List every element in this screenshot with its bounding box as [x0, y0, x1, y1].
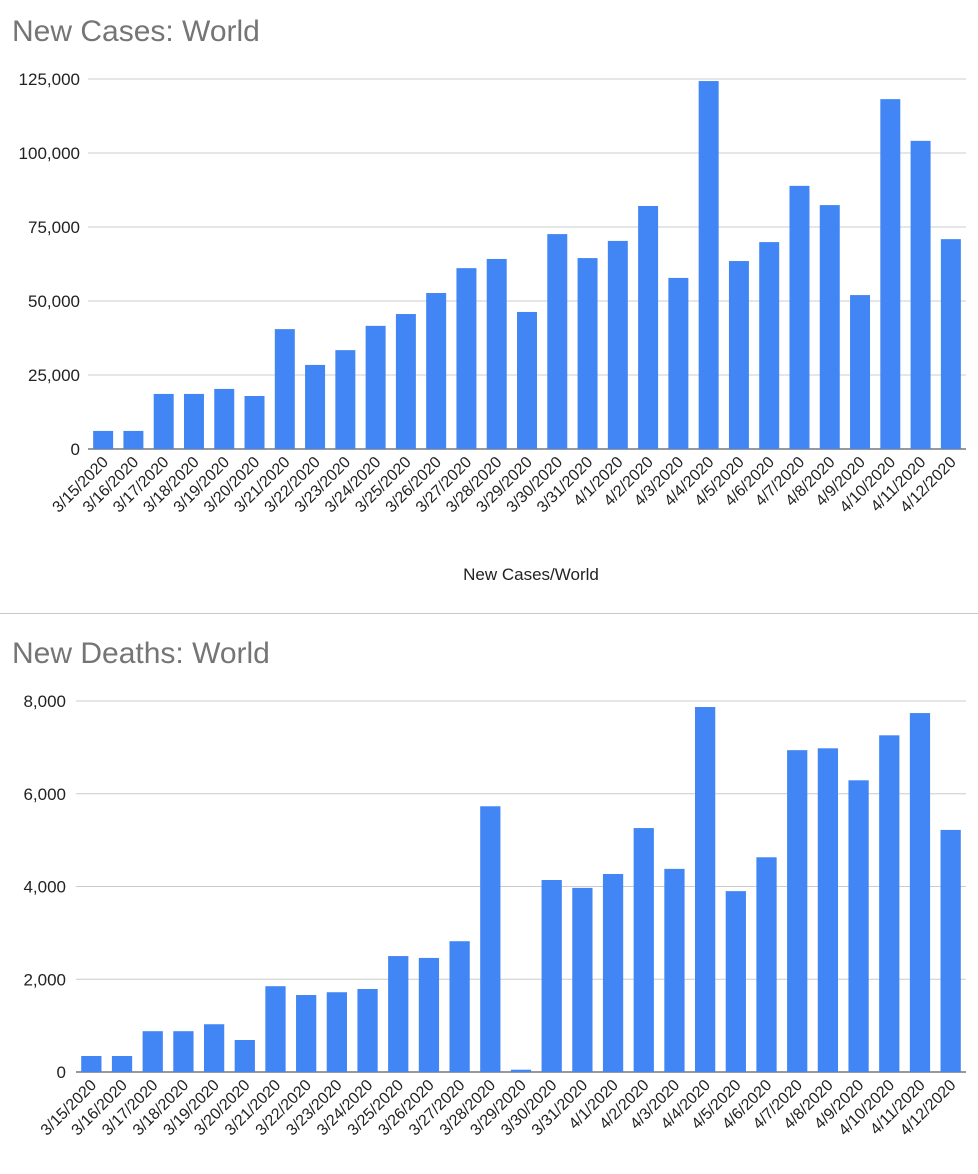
bar: [572, 887, 593, 1072]
bar: [698, 81, 719, 450]
bar: [265, 986, 286, 1072]
bar: [695, 707, 716, 1072]
bar: [335, 350, 356, 449]
bar: [848, 780, 869, 1072]
bar: [817, 748, 839, 1072]
bar: [517, 311, 537, 449]
bar: [395, 314, 416, 449]
bar: [418, 957, 440, 1072]
bar: [357, 988, 378, 1072]
bar: [326, 992, 347, 1072]
bar: [510, 1069, 532, 1072]
y-tick-label: 6,000: [23, 785, 66, 804]
y-tick-label: 125,000: [19, 70, 80, 89]
bar: [850, 295, 871, 449]
bar: [547, 234, 568, 449]
new-cases-chart: New Cases: World New Cases/World 0 25,000…: [12, 15, 966, 584]
bar: [940, 239, 961, 449]
bar: [633, 828, 654, 1072]
y-tick-label: 25,000: [28, 366, 80, 385]
y-tick-label: 0: [71, 440, 80, 459]
bar: [456, 268, 477, 449]
y-tick-label: 2,000: [23, 970, 66, 989]
new-deaths-chart: New Deaths: World 02,0004,0006,0008,0003…: [12, 637, 966, 1139]
bar: [388, 956, 409, 1072]
y-tick-label: 0: [57, 1063, 66, 1082]
bar: [787, 750, 808, 1072]
bar: [203, 1024, 225, 1072]
y-tick-label: 100,000: [19, 144, 80, 163]
bar: [819, 205, 840, 449]
bar: [940, 829, 961, 1072]
bar: [244, 396, 265, 449]
bar: [910, 140, 931, 449]
y-tick-label: 50,000: [28, 292, 80, 311]
bar: [449, 941, 470, 1072]
bar: [153, 393, 174, 449]
bar: [93, 430, 114, 449]
bar: [728, 261, 749, 449]
bar: [81, 1056, 102, 1072]
y-tick-label: 8,000: [23, 692, 66, 711]
bar: [756, 857, 777, 1072]
bar: [541, 880, 562, 1072]
bar: [296, 995, 317, 1072]
bar: [365, 325, 386, 449]
bar: [426, 293, 447, 449]
bar: [173, 1031, 194, 1072]
y-tick-label: 4,000: [23, 878, 66, 897]
bar: [638, 205, 659, 449]
chart-title: New Cases: World: [12, 15, 260, 48]
bar: [577, 258, 598, 449]
bar: [234, 1040, 255, 1072]
bar: [879, 735, 900, 1072]
bar: [789, 185, 810, 449]
bar: [183, 393, 204, 449]
bar: [725, 891, 746, 1072]
bar: [111, 1056, 133, 1072]
bar: [909, 713, 931, 1072]
bar: [880, 99, 901, 450]
x-axis-label: New Cases/World: [463, 565, 599, 584]
bar: [759, 242, 780, 449]
chart-title: New Deaths: World: [12, 637, 270, 670]
bar: [274, 329, 295, 449]
bar: [214, 388, 235, 449]
bar: [668, 277, 689, 449]
y-tick-label: 75,000: [28, 218, 80, 237]
bar: [480, 806, 501, 1072]
chart-divider: [0, 613, 978, 614]
bar: [607, 240, 628, 449]
bar: [305, 364, 326, 449]
bar: [123, 430, 144, 449]
bar: [486, 258, 507, 449]
bar: [664, 868, 685, 1072]
bar: [602, 873, 624, 1072]
bar: [142, 1031, 163, 1072]
